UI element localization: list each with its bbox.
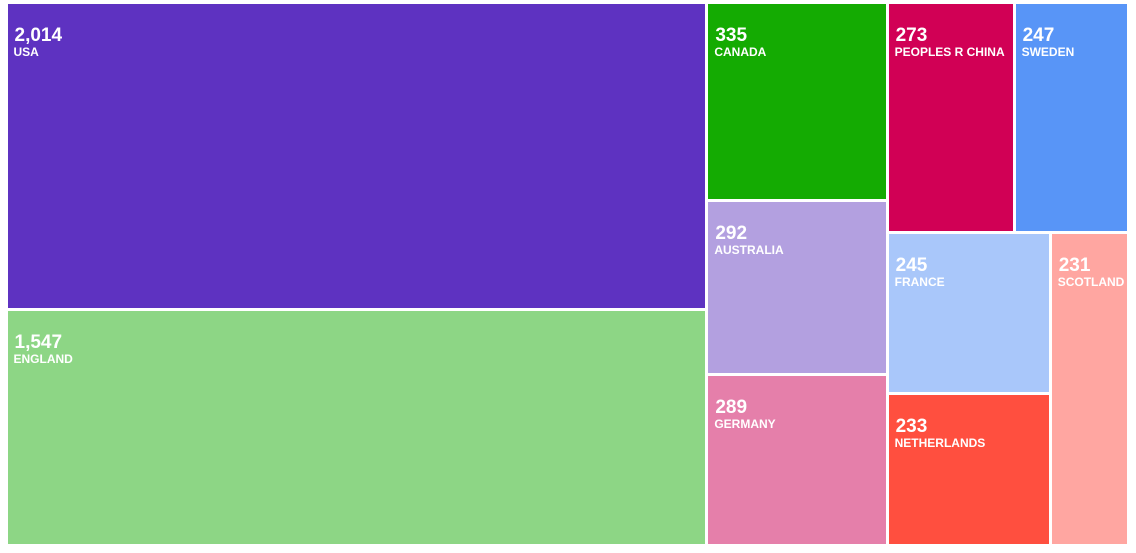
treemap-tile-france[interactable]: 245 FRANCE — [888, 233, 1049, 392]
tile-label: FRANCE — [894, 274, 945, 289]
tile-label: USA — [13, 44, 39, 59]
tile-label: SCOTLAND — [1057, 274, 1125, 289]
tile-value: 231 — [1058, 254, 1091, 276]
treemap-tile-peoples-r-china[interactable]: 273 PEOPLES R CHINA — [888, 3, 1013, 231]
treemap-tile-usa[interactable]: 2,014 USA — [7, 3, 706, 309]
treemap-tile-netherlands[interactable]: 233 NETHERLANDS — [888, 394, 1049, 545]
tile-value: 2,014 — [14, 24, 63, 46]
tile-value: 245 — [895, 254, 928, 276]
treemap-tile-scotland[interactable]: 231 SCOTLAND — [1051, 233, 1128, 545]
tile-value: 289 — [715, 396, 748, 418]
tile-label: AUSTRALIA — [714, 243, 784, 258]
tile-value: 273 — [895, 24, 928, 46]
treemap-tile-australia[interactable]: 292 AUSTRALIA — [708, 202, 886, 373]
tile-label: PEOPLES R CHINA — [894, 44, 1005, 59]
treemap-tile-canada[interactable]: 335 CANADA — [708, 3, 886, 200]
tile-value: 247 — [1022, 24, 1055, 46]
tile-value: 233 — [895, 415, 928, 437]
treemap-tile-england[interactable]: 1,547 ENGLAND — [7, 311, 706, 545]
tile-value: 1,547 — [14, 332, 63, 354]
tile-label: NETHERLANDS — [894, 435, 986, 450]
treemap-tile-germany[interactable]: 289 GERMANY — [708, 375, 886, 545]
tile-value: 292 — [715, 223, 748, 245]
tile-value: 335 — [715, 24, 748, 46]
tile-label: GERMANY — [714, 416, 776, 431]
tile-label: ENGLAND — [13, 352, 73, 367]
tile-label: SWEDEN — [1021, 44, 1075, 59]
treemap-tile-sweden[interactable]: 247 SWEDEN — [1015, 3, 1128, 231]
tile-label: CANADA — [714, 44, 767, 59]
